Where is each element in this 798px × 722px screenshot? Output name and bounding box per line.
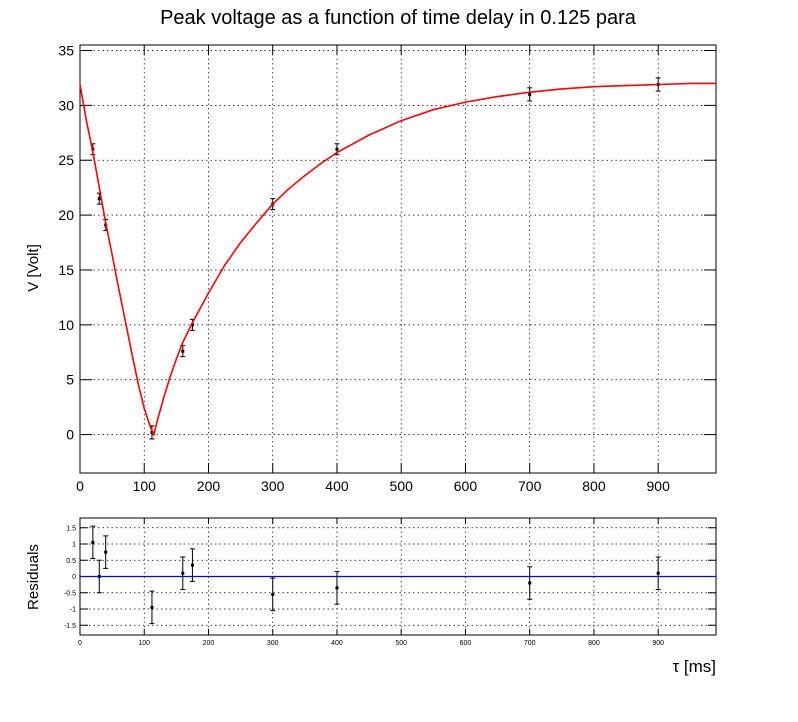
x-tick-label: 800: [582, 478, 606, 494]
y-tick-label: 0: [66, 427, 74, 443]
y-tick-label: 1.5: [66, 525, 76, 532]
data-point: [528, 581, 532, 585]
x-tick-label: 900: [647, 478, 671, 494]
data-point: [91, 540, 95, 544]
y-tick-label: 0.5: [66, 558, 76, 565]
x-tick-label: 200: [197, 478, 221, 494]
y-tick-label: -0.5: [64, 590, 76, 597]
x-tick-label: 0: [78, 640, 82, 647]
x-tick-label: 800: [588, 640, 600, 647]
data-point: [190, 563, 194, 567]
data-point: [104, 550, 108, 554]
residuals-panel: 0 100 200 300 400 500 600 700 800 900 1.5 1 0.5 0 -0.5…: [64, 517, 717, 647]
y-tick-label: 25: [58, 152, 74, 168]
x-tick-label: 100: [133, 478, 157, 494]
data-point: [528, 92, 532, 96]
x-tick-label: 400: [331, 640, 343, 647]
x-axis-label: τ [ms]: [672, 657, 716, 676]
x-tick-label: 100: [138, 640, 150, 647]
fit-curve: [79, 82, 716, 437]
x-tick-label: 400: [325, 478, 349, 494]
y-tick-label: 0: [72, 574, 76, 581]
data-point: [190, 323, 194, 327]
x-tick-label: 300: [267, 640, 279, 647]
x-tick-label: 700: [524, 640, 536, 647]
y-tick-label: 1: [72, 542, 76, 549]
y-tick-label: 10: [58, 317, 74, 333]
main-y-axis-label: V [Volt]: [25, 244, 42, 292]
y-tick-label: -1.5: [64, 623, 76, 630]
x-tick-label: 300: [261, 478, 285, 494]
x-tick-label: 0: [76, 478, 84, 494]
x-tick-label: 700: [518, 478, 542, 494]
x-tick-label: 600: [454, 478, 478, 494]
y-tick-label: 20: [58, 207, 74, 223]
x-tick-label: 200: [203, 640, 215, 647]
x-tick-label: 500: [390, 478, 414, 494]
y-tick-label: -1: [70, 607, 76, 614]
x-tick-label: 600: [460, 640, 472, 647]
data-point: [271, 592, 275, 596]
chart-title: Peak voltage as a function of time delay…: [160, 7, 637, 29]
x-tick-label: 900: [652, 640, 664, 647]
y-tick-label: 30: [58, 97, 74, 113]
y-tick-label: 5: [66, 372, 74, 388]
data-point: [656, 571, 660, 575]
y-tick-label: 15: [58, 262, 74, 278]
x-tick-label: 500: [395, 640, 407, 647]
main-panel: 0 100 200 300 400 500 600 700 800 900 0 5 10 15 20 25 30…: [58, 42, 717, 494]
data-point: [335, 586, 339, 590]
data-point: [150, 605, 154, 609]
data-point: [335, 147, 339, 151]
data-point: [181, 349, 185, 353]
plot-frame: [79, 44, 717, 474]
residuals-y-axis-label: Residuals: [25, 544, 42, 610]
data-point: [181, 571, 185, 575]
data-point: [97, 197, 101, 201]
y-tick-label: 35: [58, 42, 74, 58]
